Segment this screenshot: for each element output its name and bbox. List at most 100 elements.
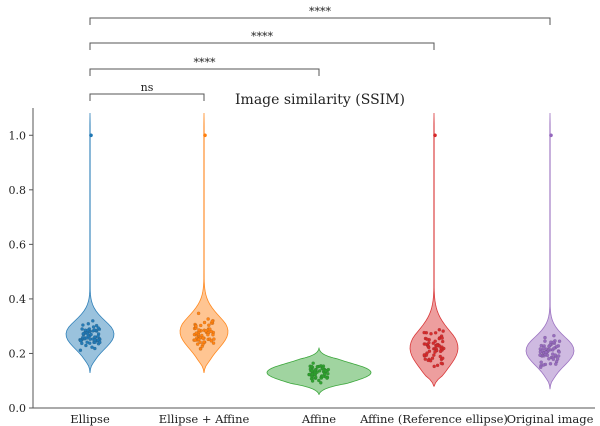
data-point (425, 337, 429, 341)
outlier-point (433, 133, 437, 138)
data-point (438, 354, 443, 359)
data-point (437, 344, 442, 348)
data-point (428, 359, 433, 363)
data-point (96, 326, 101, 330)
data-point (556, 354, 561, 358)
data-point (209, 339, 214, 343)
x-tick-label: Ellipse (70, 412, 110, 426)
outlier-point (549, 133, 553, 138)
y-tick-label: 0.6 (9, 238, 27, 251)
x-tick-label: Affine (301, 412, 336, 426)
data-point (422, 330, 426, 335)
data-point (193, 338, 198, 342)
data-point (432, 353, 436, 357)
data-point (92, 335, 97, 339)
data-point (325, 376, 329, 380)
data-point (326, 367, 331, 372)
data-point (427, 340, 431, 345)
data-point (197, 328, 201, 332)
data-point (438, 349, 443, 354)
data-point (86, 328, 90, 333)
data-point (202, 320, 207, 325)
y-tick-label: 1.0 (9, 129, 27, 142)
data-point (98, 340, 102, 345)
data-point (96, 334, 100, 338)
data-point (80, 327, 84, 331)
data-point (313, 368, 318, 372)
y-tick-label: 0.4 (9, 293, 27, 306)
data-point (538, 365, 543, 369)
data-point (427, 349, 432, 354)
violin-body (65, 113, 115, 373)
data-point (440, 336, 444, 340)
significance-bracket (89, 42, 435, 50)
data-point (317, 378, 321, 383)
significance-label: ns (141, 81, 154, 94)
data-point (194, 331, 199, 335)
data-point (91, 325, 96, 329)
x-tick-label: Original image (507, 412, 594, 426)
data-point (206, 332, 210, 337)
data-point (212, 337, 216, 341)
significance-bracket (89, 93, 205, 101)
data-point (322, 372, 327, 376)
data-point (433, 339, 437, 343)
data-point (78, 348, 83, 352)
data-point (92, 328, 97, 332)
data-point (543, 339, 547, 343)
data-point (553, 353, 558, 357)
data-point (539, 360, 543, 364)
data-point (314, 375, 318, 380)
data-point (84, 343, 88, 348)
data-point (552, 333, 556, 338)
data-point (541, 346, 546, 350)
data-point (437, 336, 442, 341)
data-point (206, 317, 210, 321)
data-point (433, 350, 437, 354)
data-point (204, 329, 208, 333)
data-point (423, 357, 428, 361)
data-point (543, 335, 547, 340)
data-point (427, 345, 431, 350)
data-point (441, 329, 445, 333)
data-point (94, 323, 99, 328)
data-point (81, 323, 85, 327)
data-point (91, 319, 95, 323)
data-point (440, 339, 445, 344)
data-point (310, 368, 314, 373)
data-point (210, 319, 215, 324)
data-point (538, 353, 542, 357)
outlier-point (89, 133, 93, 138)
data-point (431, 341, 436, 345)
data-point (309, 364, 314, 369)
y-tick-label: 0.2 (9, 347, 27, 360)
data-point (317, 369, 322, 373)
x-tick-label: Affine (Reference ellipse) (359, 412, 508, 426)
data-point (307, 372, 312, 377)
data-point (202, 340, 206, 344)
data-point (198, 323, 203, 328)
data-point (429, 331, 433, 336)
data-point (313, 372, 317, 377)
data-point (211, 341, 216, 345)
data-point (81, 331, 86, 336)
data-point (319, 381, 323, 385)
data-point (548, 362, 553, 366)
data-point (197, 337, 201, 342)
data-point (544, 350, 548, 355)
violin-body (409, 113, 459, 387)
data-point (198, 347, 203, 351)
data-point (557, 350, 561, 354)
data-point (439, 361, 444, 366)
violin-body (179, 113, 229, 373)
data-point (93, 346, 97, 351)
data-point (86, 334, 91, 339)
data-point (78, 338, 83, 343)
data-point (211, 332, 215, 337)
data-point (554, 362, 558, 366)
data-point (194, 324, 198, 328)
data-point (93, 338, 97, 342)
data-point (554, 344, 559, 349)
data-point (86, 321, 91, 326)
